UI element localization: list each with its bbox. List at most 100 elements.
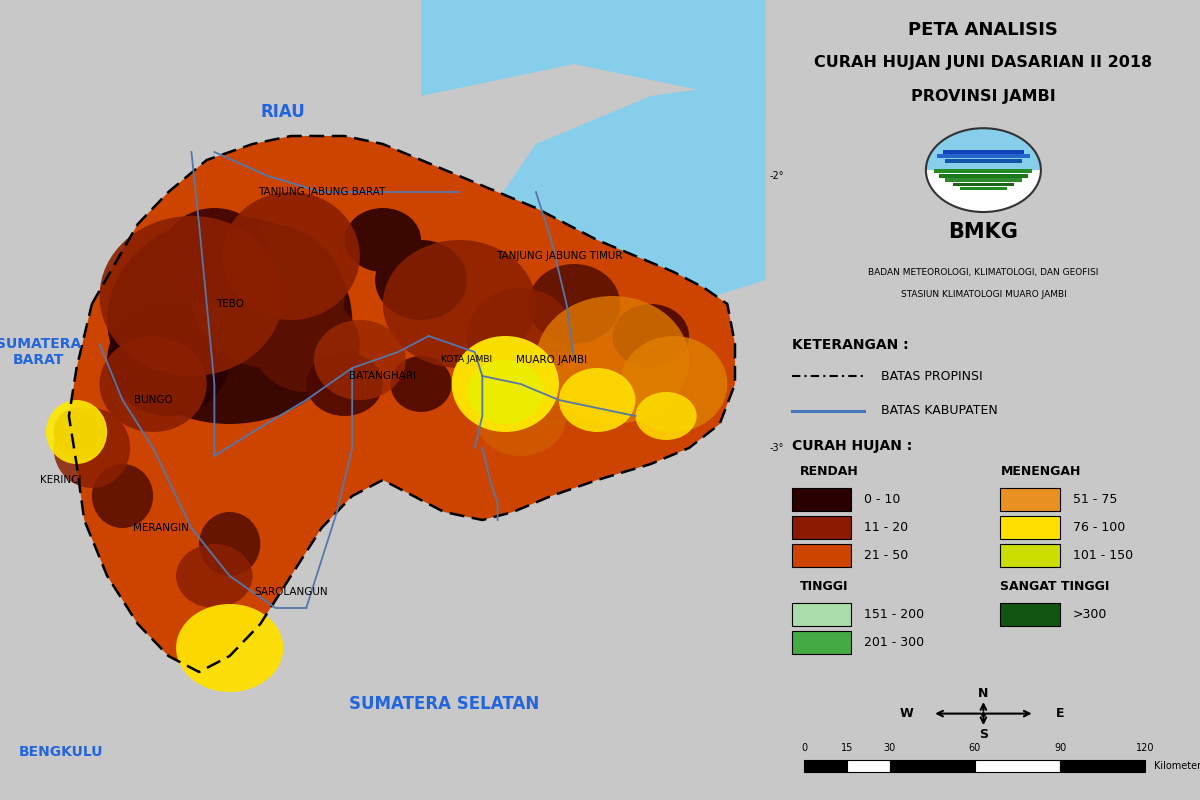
- Text: 21 - 50: 21 - 50: [864, 549, 908, 562]
- Ellipse shape: [107, 304, 229, 416]
- Ellipse shape: [306, 352, 383, 416]
- Text: 60: 60: [968, 743, 982, 754]
- Ellipse shape: [176, 544, 253, 608]
- Text: BATAS KABUPATEN: BATAS KABUPATEN: [881, 405, 998, 418]
- Text: 101 - 150: 101 - 150: [1073, 549, 1133, 562]
- Bar: [889, 760, 974, 773]
- Ellipse shape: [390, 356, 451, 412]
- Text: TANJUNG JABUNG TIMUR: TANJUNG JABUNG TIMUR: [496, 251, 622, 261]
- Ellipse shape: [192, 224, 344, 368]
- Ellipse shape: [620, 336, 727, 432]
- Polygon shape: [68, 136, 734, 672]
- Ellipse shape: [612, 304, 689, 368]
- Text: -2°: -2°: [769, 171, 784, 181]
- Ellipse shape: [46, 400, 107, 464]
- Text: 30: 30: [883, 743, 896, 754]
- Ellipse shape: [536, 296, 689, 424]
- Text: W: W: [900, 707, 913, 720]
- Ellipse shape: [559, 368, 636, 432]
- Text: 151 - 200: 151 - 200: [864, 608, 924, 621]
- Ellipse shape: [100, 336, 206, 432]
- Bar: [953, 183, 1014, 186]
- Text: MUARO JAMBI: MUARO JAMBI: [516, 355, 587, 365]
- Ellipse shape: [636, 392, 697, 440]
- Ellipse shape: [253, 296, 360, 392]
- Text: BMKG: BMKG: [948, 222, 1019, 242]
- Ellipse shape: [54, 408, 100, 456]
- Text: CURAH HUJAN JUNI DASARIAN II 2018: CURAH HUJAN JUNI DASARIAN II 2018: [815, 55, 1152, 70]
- Text: Kilometer: Kilometer: [1154, 762, 1200, 771]
- Wedge shape: [926, 128, 1040, 170]
- Text: TEBO: TEBO: [216, 299, 244, 309]
- Ellipse shape: [344, 208, 421, 272]
- Text: 15: 15: [841, 743, 853, 754]
- Ellipse shape: [161, 208, 268, 304]
- Bar: [936, 154, 1031, 158]
- Text: S: S: [979, 727, 988, 741]
- Text: RENDAH: RENDAH: [800, 466, 859, 478]
- Bar: [960, 187, 1007, 190]
- Bar: [847, 760, 889, 773]
- Bar: [792, 544, 851, 566]
- Bar: [946, 159, 1021, 163]
- Text: PROVINSI JAMBI: PROVINSI JAMBI: [911, 90, 1056, 105]
- Text: BENGKULU: BENGKULU: [19, 745, 103, 759]
- Bar: [943, 150, 1024, 154]
- Ellipse shape: [467, 288, 575, 384]
- Text: -3°: -3°: [769, 443, 784, 453]
- Bar: [1001, 489, 1060, 511]
- Bar: [1001, 516, 1060, 539]
- Text: 0: 0: [802, 743, 808, 754]
- Text: BUNGO: BUNGO: [133, 395, 173, 405]
- Ellipse shape: [222, 192, 360, 320]
- Text: PETA ANALISIS: PETA ANALISIS: [908, 21, 1058, 39]
- Text: 51 - 75: 51 - 75: [1073, 494, 1117, 506]
- Bar: [804, 760, 847, 773]
- Text: BATANGHARI: BATANGHARI: [349, 371, 416, 381]
- Text: N: N: [978, 686, 989, 700]
- Text: >300: >300: [1073, 608, 1108, 621]
- Text: TINGGI: TINGGI: [800, 580, 848, 594]
- Text: 90: 90: [1054, 743, 1067, 754]
- Bar: [792, 631, 851, 654]
- Text: CURAH HUJAN :: CURAH HUJAN :: [792, 438, 912, 453]
- Bar: [1060, 760, 1145, 773]
- Text: 120: 120: [1136, 743, 1154, 754]
- Text: KETERANGAN :: KETERANGAN :: [792, 338, 908, 352]
- Text: SUMATERA SELATAN: SUMATERA SELATAN: [349, 695, 539, 713]
- Bar: [938, 174, 1028, 178]
- Text: MENENGAH: MENENGAH: [1001, 466, 1081, 478]
- Text: KOTA JAMBI: KOTA JAMBI: [442, 355, 492, 365]
- Ellipse shape: [475, 376, 566, 456]
- Ellipse shape: [467, 360, 544, 424]
- Ellipse shape: [383, 240, 536, 368]
- Text: 11 - 20: 11 - 20: [864, 521, 908, 534]
- Ellipse shape: [376, 240, 467, 320]
- Ellipse shape: [528, 264, 620, 344]
- Polygon shape: [421, 0, 766, 120]
- Bar: [1001, 544, 1060, 566]
- Ellipse shape: [314, 320, 406, 400]
- Text: RIAU: RIAU: [260, 103, 306, 121]
- Text: KERINCI: KERINCI: [41, 475, 82, 485]
- Ellipse shape: [107, 216, 352, 424]
- Bar: [792, 603, 851, 626]
- Bar: [1001, 603, 1060, 626]
- Text: 76 - 100: 76 - 100: [1073, 521, 1126, 534]
- Text: 201 - 300: 201 - 300: [864, 636, 924, 649]
- Text: TANJUNG JABUNG BARAT: TANJUNG JABUNG BARAT: [258, 187, 385, 197]
- Polygon shape: [498, 80, 766, 360]
- Bar: [935, 169, 1032, 174]
- Text: 0 - 10: 0 - 10: [864, 494, 900, 506]
- Ellipse shape: [92, 464, 154, 528]
- Bar: [792, 516, 851, 539]
- Text: SUMATERA
BARAT: SUMATERA BARAT: [0, 337, 80, 367]
- Bar: [946, 178, 1021, 182]
- Text: E: E: [1056, 707, 1064, 720]
- Text: STASIUN KLIMATOLOGI MUARO JAMBI: STASIUN KLIMATOLOGI MUARO JAMBI: [900, 290, 1067, 298]
- Bar: [792, 489, 851, 511]
- Text: SANGAT TINGGI: SANGAT TINGGI: [1001, 580, 1110, 594]
- Bar: [974, 760, 1060, 773]
- Ellipse shape: [100, 216, 283, 376]
- Ellipse shape: [54, 408, 130, 488]
